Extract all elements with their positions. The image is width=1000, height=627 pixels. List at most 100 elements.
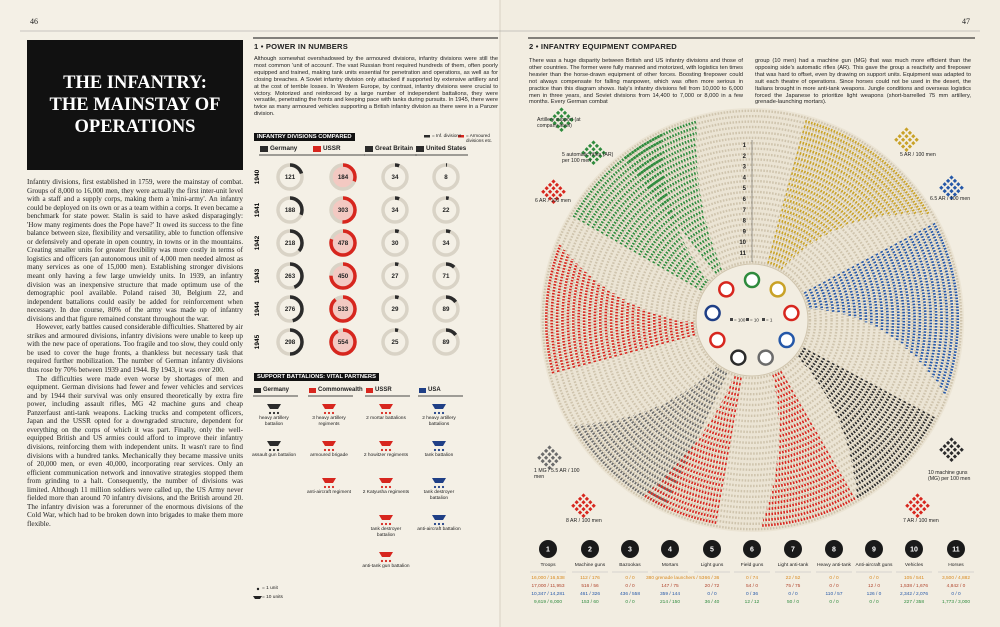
sector-dots — [664, 187, 700, 210]
sector-dots — [778, 412, 807, 427]
sector-icon — [594, 157, 600, 162]
unit-dot — [327, 485, 331, 489]
equipment-figure: 436 / 558 — [619, 592, 640, 597]
sector-icon — [581, 493, 586, 498]
sector-icon — [915, 500, 920, 505]
ring-label: 8 — [743, 219, 747, 225]
sector-icon — [554, 182, 560, 188]
sector-dots — [690, 231, 710, 244]
sector-dots — [899, 240, 922, 358]
donut-arc — [329, 163, 357, 191]
sector-dots — [817, 362, 835, 385]
sector-dots — [768, 255, 788, 266]
table-heading: INFANTRY DIVISIONS COMPARED — [254, 133, 355, 141]
sector-icon — [959, 185, 964, 190]
legend-item: = 1 unit — [262, 586, 278, 591]
dot-ring — [682, 249, 823, 391]
equipment-icon — [703, 540, 721, 558]
unit-dot — [437, 485, 441, 489]
donut-arc — [432, 328, 460, 356]
equipment-icon — [539, 540, 557, 558]
unit-dot — [388, 411, 392, 415]
donut-arc — [432, 229, 460, 257]
sector-icon — [907, 137, 913, 142]
dot-ring — [606, 174, 898, 466]
sector-dots — [834, 377, 864, 414]
sector-dots — [777, 398, 799, 410]
sector-dots — [698, 278, 709, 291]
sector-icon — [939, 185, 944, 190]
sector-icon — [547, 465, 552, 471]
equipment-figure: 0 / 0 — [707, 592, 717, 597]
equipment-number: 8 — [832, 547, 836, 554]
sector-icon — [598, 153, 603, 159]
unit-dot — [380, 559, 384, 563]
sector-dots — [733, 375, 742, 381]
equipment-figure: 380 grenade launchers / 53 — [646, 576, 705, 581]
section-text: Although somewhat overshadowed by the ar… — [254, 56, 498, 118]
sector-icon — [956, 182, 961, 187]
flag-badge — [783, 304, 800, 322]
equipment-number: 1 — [546, 547, 550, 554]
unit-dot — [441, 448, 445, 452]
unit-icon — [267, 404, 281, 409]
ring-label: 7 — [743, 208, 747, 214]
equipment-figure: 22 / 52 — [785, 576, 801, 581]
equipment-number: 2 — [588, 547, 592, 554]
unit-dot — [323, 448, 327, 452]
unit-dot — [380, 485, 384, 489]
sector-icon — [554, 196, 560, 201]
sector-dots — [777, 403, 802, 416]
dot-ring — [557, 125, 947, 515]
sector-dots — [647, 311, 654, 348]
sector-dots — [848, 395, 897, 452]
sector-icon — [584, 496, 590, 502]
country-name: Great Britain — [375, 144, 414, 152]
sector-dots — [779, 213, 823, 239]
sector-icon — [949, 188, 954, 194]
section-text: group (10 men) had a machine gun (MG) th… — [755, 58, 971, 106]
donut-arc — [329, 328, 357, 356]
unit-icon — [432, 404, 446, 409]
legend-item: = Inf. divisions — [432, 133, 462, 138]
sector-icon — [557, 455, 562, 460]
sector-dots — [774, 380, 789, 389]
legend-swatch — [762, 318, 765, 321]
center-legend: = 10 — [750, 318, 759, 323]
sector-dots — [603, 421, 677, 484]
sector-icon — [949, 450, 954, 456]
title-box — [27, 40, 243, 170]
center-legend: = 100 — [734, 318, 746, 323]
dot-ring — [660, 228, 844, 412]
unit-label: 2 Katyusha regiments — [362, 490, 410, 495]
sector-dots — [676, 463, 724, 482]
donut-arc — [329, 262, 357, 290]
sector-icon — [942, 188, 947, 194]
sector-dots — [870, 255, 889, 335]
donut-value: 298 — [285, 339, 296, 346]
sector-icon — [952, 178, 958, 184]
sector-icon — [952, 440, 958, 446]
donut-value: 34 — [443, 240, 450, 247]
sector-dots — [637, 143, 697, 176]
sector-dots — [818, 283, 829, 311]
sector-icon — [594, 143, 600, 149]
sector-icon — [915, 506, 920, 512]
sector-icon — [949, 182, 954, 187]
unit-dot — [327, 411, 331, 415]
equipment-figure: 0 / 0 — [788, 592, 798, 597]
page-number: 47 — [962, 17, 970, 26]
legend-item: = Armoured divisions etc. — [466, 133, 493, 143]
sector-dots — [778, 417, 810, 433]
sector-dots — [604, 289, 612, 359]
sector-dots — [832, 276, 846, 315]
sector-icon — [558, 192, 563, 198]
sector-dots — [647, 490, 718, 519]
sector-dots — [713, 414, 735, 423]
year-label: 1942 — [254, 235, 261, 250]
sector-dots — [781, 208, 829, 236]
flag-badge — [778, 331, 795, 349]
sector-dots — [577, 139, 664, 221]
sector-dots — [591, 157, 664, 229]
sector-dots — [776, 224, 814, 245]
